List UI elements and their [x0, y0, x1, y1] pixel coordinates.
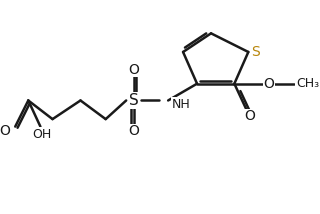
Text: S: S — [252, 45, 260, 59]
Text: NH: NH — [172, 98, 191, 111]
Text: CH₃: CH₃ — [296, 77, 319, 90]
Text: O: O — [128, 63, 139, 77]
Text: S: S — [129, 93, 139, 108]
Text: O: O — [128, 124, 139, 138]
Text: O: O — [0, 124, 11, 138]
Text: O: O — [263, 77, 274, 91]
Text: O: O — [244, 109, 255, 123]
Text: OH: OH — [33, 128, 52, 141]
